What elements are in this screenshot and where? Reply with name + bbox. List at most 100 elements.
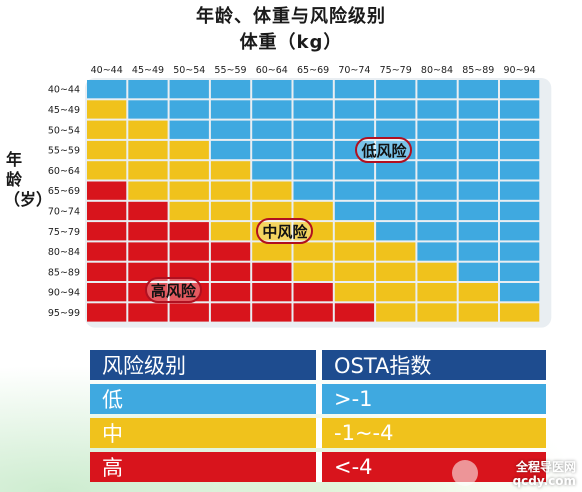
heatmap-cell (293, 303, 333, 322)
x-tick-label: 80~84 (421, 65, 453, 76)
heatmap-cell (458, 201, 498, 221)
x-tick-label: 55~59 (214, 65, 246, 76)
heatmap-cell (458, 242, 498, 261)
heatmap-cell (458, 262, 498, 281)
heatmap-cell (169, 100, 209, 119)
heatmap-cell (334, 283, 375, 302)
heatmap-cell (376, 120, 416, 139)
watermark-line2: qcdy.com (512, 474, 576, 488)
heatmap-cell (376, 201, 416, 221)
heatmap-cell (334, 161, 375, 180)
heatmap-cell (500, 242, 540, 261)
y-tick-label: 50~54 (48, 125, 80, 136)
y-tick-label: 65~69 (48, 186, 80, 197)
heatmap-cell (87, 120, 127, 139)
heatmap-cell (417, 262, 457, 281)
heatmap-cell (169, 242, 209, 261)
heatmap-cell (128, 242, 168, 261)
legend-level-mid: 中 (90, 418, 322, 448)
heatmap-cell (210, 140, 251, 160)
legend-level-low: 低 (90, 384, 322, 414)
heatmap-cell (334, 303, 375, 322)
heatmap-cell (376, 222, 416, 241)
heatmap-cell (252, 262, 292, 281)
heatmap-cell (128, 161, 168, 180)
heatmap-cell (458, 303, 498, 322)
heatmap-cell (252, 161, 292, 180)
y-axis-title: 年龄（岁） (4, 150, 53, 209)
heatmap-cell (500, 80, 540, 99)
heatmap-cell (210, 120, 251, 139)
y-tick-label: 60~64 (48, 166, 80, 177)
heatmap-cell (417, 222, 457, 241)
heatmap-cell (252, 120, 292, 139)
heatmap-cell (293, 100, 333, 119)
zone-label-low: 低风险 (355, 136, 413, 163)
heatmap-cell (334, 242, 375, 261)
heatmap-cell (169, 181, 209, 200)
heatmap-cell (376, 181, 416, 200)
heatmap-cell (87, 140, 127, 160)
legend-row-mid: 中 -1~-4 (90, 418, 546, 448)
heatmap-cell (293, 283, 333, 302)
y-tick-label: 75~79 (48, 227, 80, 238)
y-tick-label: 85~89 (48, 267, 80, 278)
heatmap-cell (500, 201, 540, 221)
heatmap-cell (128, 100, 168, 119)
heatmap-cell (417, 201, 457, 221)
watermark-logo-icon (452, 460, 478, 486)
heatmap-cell (169, 303, 209, 322)
heatmap-cell (334, 80, 375, 99)
heatmap-cell (128, 303, 168, 322)
heatmap-cell (334, 120, 375, 139)
heatmap-cell (500, 161, 540, 180)
y-tick-label: 55~59 (48, 146, 80, 157)
legend-osta-low: >-1 (322, 384, 546, 414)
heatmap-cell (500, 262, 540, 281)
heatmap-cell (87, 181, 127, 200)
heatmap-cell (252, 242, 292, 261)
x-tick-label: 60~64 (256, 65, 288, 76)
y-tick-label: 40~44 (48, 85, 80, 96)
x-axis-title: 体重（kg） (239, 32, 343, 53)
heatmap-cell (417, 120, 457, 139)
zone-label-mid: 中风险 (256, 218, 314, 245)
legend-header-level: 风险级别 (90, 350, 322, 380)
heatmap-cell (293, 120, 333, 139)
legend-header-row: 风险级别 OSTA指数 (90, 350, 546, 380)
heatmap-cell (293, 140, 333, 160)
heatmap-cell (252, 283, 292, 302)
heatmap-cell (210, 201, 251, 221)
heatmap-cell (417, 283, 457, 302)
heatmap-cell (210, 161, 251, 180)
heatmap-cell (169, 161, 209, 180)
heatmap-cell (293, 181, 333, 200)
x-tick-label: 75~79 (380, 65, 412, 76)
heatmap-cell (458, 120, 498, 139)
zone-label-high: 高风险 (144, 276, 202, 303)
heatmap-cell (376, 262, 416, 281)
heatmap-cell (210, 222, 251, 241)
heatmap-cell (87, 100, 127, 119)
heatmap-cell (458, 80, 498, 99)
heatmap-cell (293, 262, 333, 281)
x-tick-label: 70~74 (338, 65, 370, 76)
x-tick-label: 40~44 (91, 65, 123, 76)
heatmap-cell (458, 222, 498, 241)
heatmap-cell (87, 242, 127, 261)
y-tick-label: 70~74 (48, 207, 80, 218)
y-tick-label: 80~84 (48, 247, 80, 258)
legend-osta-mid: -1~-4 (322, 418, 546, 448)
heatmap-cell (169, 140, 209, 160)
heatmap-cell (293, 161, 333, 180)
heatmap-cell (210, 181, 251, 200)
heatmap-cell (334, 201, 375, 221)
y-tick-label: 45~49 (48, 105, 80, 116)
heatmap-cell (293, 242, 333, 261)
heatmap-cell (252, 201, 292, 221)
heatmap-cell (87, 262, 127, 281)
heatmap-cell (458, 161, 498, 180)
y-tick-label: 90~94 (48, 288, 80, 299)
heatmap-cell (128, 201, 168, 221)
heatmap-cell (128, 80, 168, 99)
